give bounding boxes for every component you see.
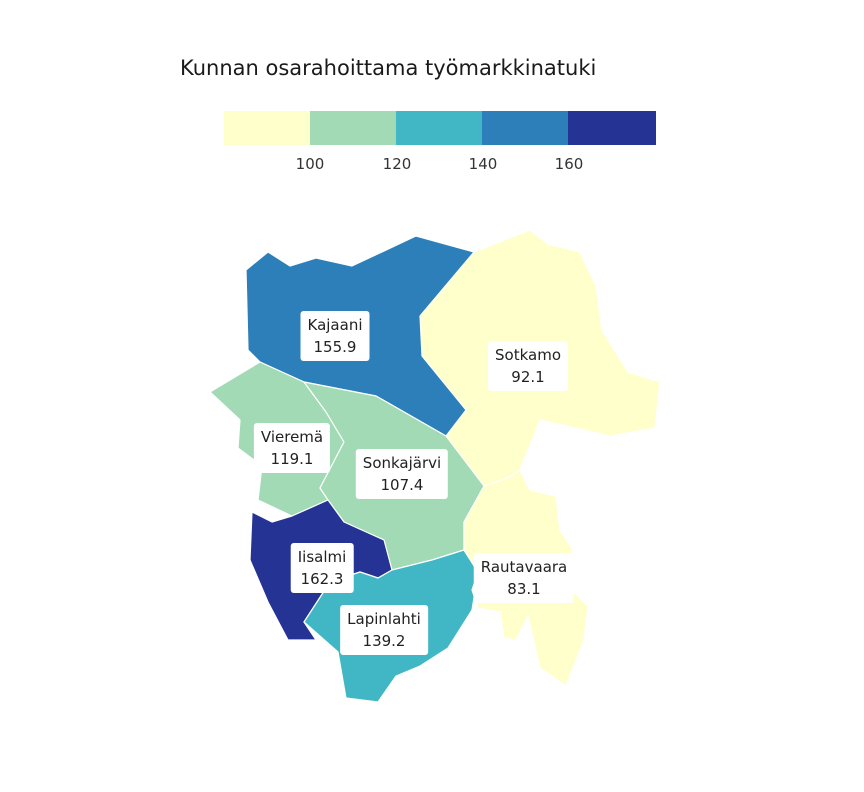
- region-value: 155.9: [313, 338, 357, 356]
- region-value: 139.2: [362, 632, 406, 650]
- region-label-viereme: Vieremä 119.1: [253, 423, 331, 473]
- legend-swatch-2: [310, 111, 396, 145]
- region-name: Sonkajärvi: [362, 454, 442, 472]
- region-name: Iisalmi: [297, 548, 347, 566]
- legend-swatch-1: [224, 111, 310, 145]
- legend-swatch-5: [568, 111, 656, 145]
- legend-tick: 100: [295, 155, 325, 173]
- region-name: Kajaani: [307, 316, 363, 334]
- region-label-sotkamo: Sotkamo 92.1: [488, 341, 568, 391]
- region-value: 107.4: [380, 476, 424, 494]
- legend-swatch-4: [482, 111, 568, 145]
- region-name: Lapinlahti: [347, 610, 421, 628]
- region-value: 83.1: [507, 580, 541, 598]
- region-value: 92.1: [511, 368, 545, 386]
- region-label-sonkajarvi: Sonkajärvi 107.4: [355, 449, 449, 499]
- region-value: 119.1: [270, 450, 314, 468]
- legend-swatch-3: [396, 111, 482, 145]
- region-name: Vieremä: [260, 428, 324, 446]
- region-label-rautavaara: Rautavaara 83.1: [473, 553, 575, 603]
- region-value: 162.3: [300, 570, 344, 588]
- legend-tick: 140: [468, 155, 498, 173]
- legend-tick: 120: [382, 155, 412, 173]
- region-label-iisalmi: Iisalmi 162.3: [290, 543, 354, 593]
- color-legend: [224, 111, 656, 145]
- region-label-kajaani: Kajaani 155.9: [300, 311, 370, 361]
- legend-tick: 160: [554, 155, 584, 173]
- region-name: Rautavaara: [480, 558, 568, 576]
- map-title: Kunnan osarahoittama työmarkkinatuki: [180, 56, 597, 80]
- region-label-lapinlahti: Lapinlahti 139.2: [340, 605, 428, 655]
- region-name: Sotkamo: [495, 346, 561, 364]
